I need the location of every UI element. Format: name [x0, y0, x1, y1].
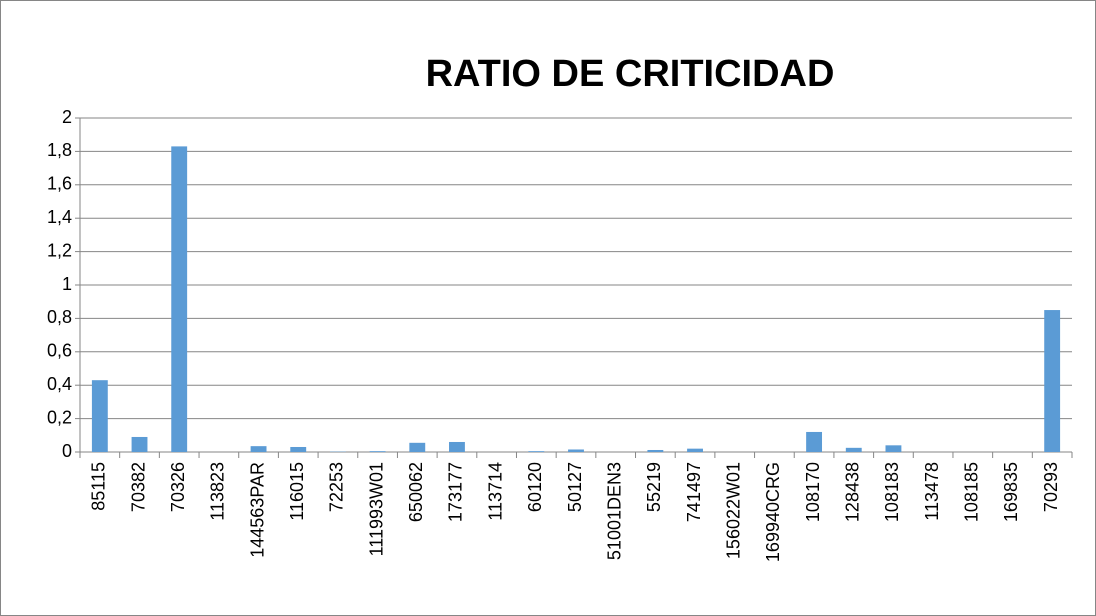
- bar: [290, 446, 307, 452]
- bar: [250, 446, 267, 452]
- bar: [369, 451, 386, 452]
- x-tick-label: 72253: [327, 462, 347, 512]
- y-tick-label: 0,4: [47, 374, 72, 394]
- x-tick-label: 741497: [684, 462, 704, 522]
- x-tick-label: 113478: [922, 462, 942, 521]
- x-tick-label: 169835: [1001, 462, 1021, 522]
- y-tick-label: 1,8: [47, 140, 72, 160]
- x-tick-label: 113714: [485, 462, 505, 521]
- x-tick-label: 70382: [128, 462, 148, 512]
- bar: [1044, 310, 1061, 452]
- bar: [687, 448, 703, 452]
- x-tick-label: 128438: [843, 462, 863, 522]
- x-tick-label: 51001DEN3: [604, 462, 624, 560]
- y-tick-label: 0,2: [47, 407, 72, 427]
- bar: [171, 146, 188, 452]
- bar: [131, 436, 148, 452]
- x-tick-label: 169940CRG: [763, 462, 783, 562]
- x-tick-label: 60120: [525, 462, 545, 512]
- x-tick-label: 144563PAR: [247, 462, 267, 558]
- y-tick-label: 1,6: [47, 174, 72, 194]
- x-tick-label: 650062: [406, 462, 426, 522]
- x-tick-label: 108170: [803, 462, 823, 522]
- y-tick-label: 1,2: [47, 240, 72, 260]
- x-tick-label: 173177: [446, 462, 466, 522]
- bar: [647, 449, 664, 452]
- bar: [568, 449, 584, 452]
- x-tick-label: 111993W01: [366, 462, 386, 556]
- bar: [806, 431, 823, 452]
- bar: [845, 447, 862, 452]
- x-tick-label: 85115: [89, 462, 109, 511]
- y-tick-label: 1,4: [47, 207, 72, 227]
- y-tick-label: 0: [62, 441, 72, 461]
- bar: [885, 445, 902, 452]
- chart-title: RATIO DE CRITICIDAD: [426, 53, 835, 95]
- bar: [91, 380, 108, 452]
- x-tick-label: 70326: [168, 462, 188, 512]
- bar: [528, 451, 545, 452]
- x-tick-label: 156022W01: [723, 462, 743, 559]
- x-tick-label: 113823: [208, 462, 228, 521]
- x-tick-label: 55219: [644, 462, 664, 512]
- x-tick-label: 50127: [565, 462, 585, 512]
- y-tick-label: 0,6: [47, 341, 72, 361]
- y-tick-label: 2: [62, 107, 72, 127]
- x-tick-label: 116015: [287, 462, 307, 521]
- x-tick-label: 70293: [1041, 462, 1061, 512]
- x-tick-label: 108183: [882, 462, 902, 522]
- y-tick-label: 0,8: [47, 307, 72, 327]
- bar: [409, 442, 426, 452]
- y-tick-label: 1: [62, 274, 72, 294]
- x-tick-label: 108185: [962, 462, 982, 522]
- bar: [449, 441, 465, 452]
